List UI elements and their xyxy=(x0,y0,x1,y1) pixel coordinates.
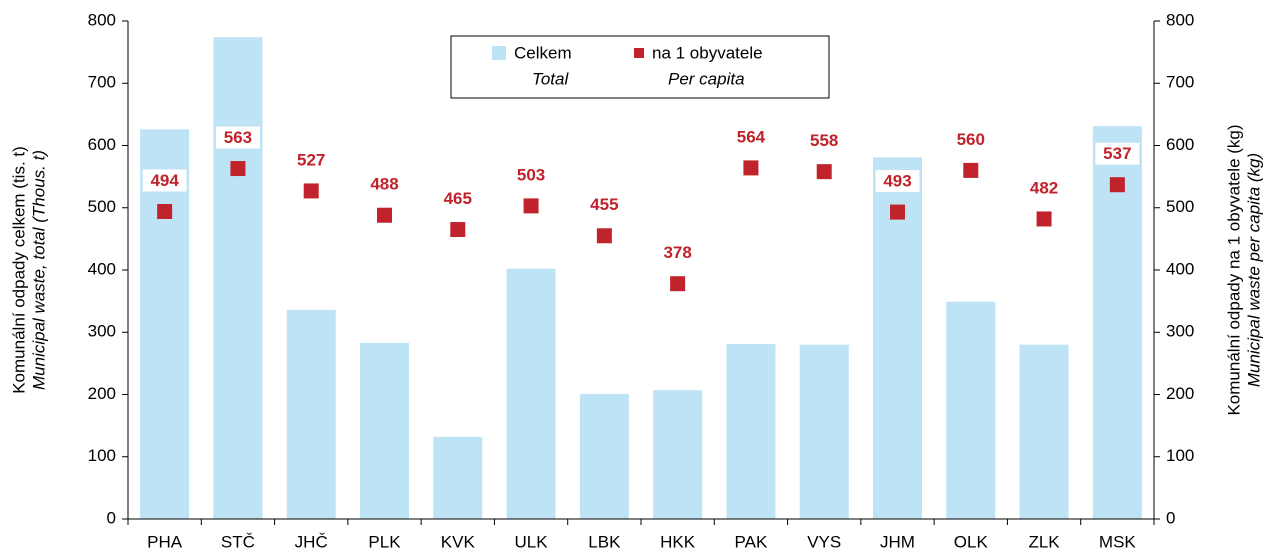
marker xyxy=(596,228,612,244)
marker xyxy=(670,276,686,292)
data-label: 378 xyxy=(663,243,691,262)
bar xyxy=(360,342,409,519)
x-tick-label: STČ xyxy=(221,532,255,551)
x-tick-label: JHM xyxy=(880,532,915,551)
bar xyxy=(946,301,996,519)
legend-label: na 1 obyvatele xyxy=(652,43,763,62)
y2-tick-label: 0 xyxy=(1166,508,1175,527)
y2-tick-label: 500 xyxy=(1166,197,1194,216)
marker xyxy=(377,207,392,223)
data-label-bg xyxy=(142,169,187,192)
marker xyxy=(890,204,905,220)
y2-axis-label: Municipal waste per capita (kg) xyxy=(1244,153,1263,387)
data-label: 503 xyxy=(517,165,545,184)
x-tick-label: PLK xyxy=(368,532,401,551)
bar xyxy=(579,393,629,519)
marker xyxy=(303,183,319,199)
data-label: 455 xyxy=(590,195,618,214)
data-label-bg xyxy=(362,173,407,196)
data-label: 493 xyxy=(883,172,911,191)
y-tick-label: 400 xyxy=(88,259,116,278)
data-label-bg xyxy=(655,241,700,264)
data-label: 494 xyxy=(150,171,179,190)
bar xyxy=(433,436,483,519)
y2-tick-label: 100 xyxy=(1166,446,1194,465)
legend-box xyxy=(450,35,830,99)
data-label-bg xyxy=(582,193,627,216)
data-label-bg xyxy=(728,125,773,148)
x-tick-label: LBK xyxy=(588,532,621,551)
y-tick-label: 600 xyxy=(88,135,116,154)
data-label: 564 xyxy=(737,127,766,146)
bar xyxy=(213,37,263,520)
legend-swatch xyxy=(634,48,644,58)
y2-tick-label: 800 xyxy=(1166,10,1194,29)
x-tick-label: MSK xyxy=(1099,532,1137,551)
x-tick-label: OLK xyxy=(954,532,989,551)
legend-swatch xyxy=(492,46,506,60)
y-tick-label: 100 xyxy=(88,446,116,465)
data-label: 563 xyxy=(224,128,252,147)
data-label: 488 xyxy=(370,175,398,194)
data-label: 527 xyxy=(297,150,325,169)
data-label-bg xyxy=(802,129,847,152)
y-tick-label: 500 xyxy=(88,197,116,216)
marker xyxy=(816,164,832,180)
x-tick-label: JHČ xyxy=(295,532,328,551)
marker xyxy=(1036,211,1052,227)
marker xyxy=(230,161,246,177)
data-label-bg xyxy=(1095,142,1140,165)
y2-tick-label: 200 xyxy=(1166,384,1194,403)
legend-label-en: Per capita xyxy=(668,69,745,88)
data-label-bg xyxy=(435,187,480,210)
x-tick-label: ZLK xyxy=(1028,532,1060,551)
x-tick-label: ULK xyxy=(515,532,549,551)
y-tick-label: 300 xyxy=(88,322,116,341)
y2-axis-label: Komunální odpady na 1 obyvatele (kg) xyxy=(1224,124,1243,415)
data-label: 560 xyxy=(957,130,985,149)
bar xyxy=(726,344,776,519)
marker xyxy=(963,162,979,178)
bar xyxy=(799,344,849,519)
marker xyxy=(523,198,539,214)
bar xyxy=(140,129,190,519)
x-tick-label: KVK xyxy=(441,532,476,551)
y-axis-label: Municipal waste, total (Thous. t) xyxy=(29,150,48,390)
y-tick-label: 700 xyxy=(88,73,116,92)
x-tick-label: VYS xyxy=(807,532,841,551)
data-label-bg xyxy=(509,163,554,186)
y2-tick-label: 700 xyxy=(1166,73,1194,92)
data-label-bg xyxy=(875,170,920,193)
x-tick-label: PAK xyxy=(735,532,768,551)
y2-tick-label: 400 xyxy=(1166,259,1194,278)
legend-label: Celkem xyxy=(514,43,572,62)
y2-tick-label: 600 xyxy=(1166,135,1194,154)
data-label-bg xyxy=(289,148,334,171)
legend-label-en: Total xyxy=(532,69,569,88)
bar xyxy=(653,390,703,519)
x-tick-label: HKK xyxy=(660,532,696,551)
x-tick-label: PHA xyxy=(147,532,183,551)
y-axis-label: Komunální odpady celkem (tis. t) xyxy=(9,146,28,394)
marker xyxy=(743,160,759,176)
marker xyxy=(157,203,173,219)
marker xyxy=(1109,177,1125,193)
data-label-bg xyxy=(948,128,993,151)
bar xyxy=(1019,344,1069,519)
marker xyxy=(450,222,466,238)
y-tick-label: 0 xyxy=(107,508,116,527)
bar xyxy=(286,309,336,519)
data-label-bg xyxy=(1022,176,1067,199)
bar xyxy=(506,268,556,519)
data-label: 482 xyxy=(1030,178,1058,197)
data-label-bg xyxy=(215,126,260,149)
y-tick-label: 800 xyxy=(88,10,116,29)
data-label: 537 xyxy=(1103,144,1131,163)
data-label: 465 xyxy=(444,189,472,208)
y2-tick-label: 300 xyxy=(1166,322,1194,341)
data-label: 558 xyxy=(810,131,838,150)
y-tick-label: 200 xyxy=(88,384,116,403)
